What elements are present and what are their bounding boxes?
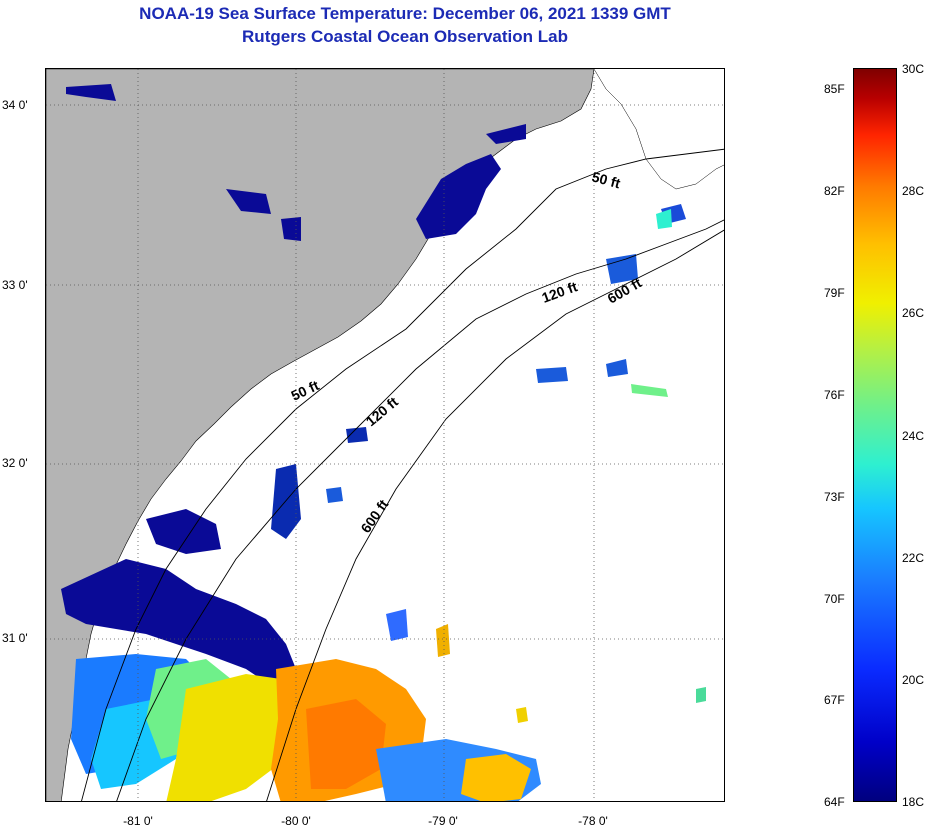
temperature-colorbar [853, 68, 897, 802]
lat-label-31: 31 0' [2, 631, 28, 645]
isobath-label-120ft-north: 120 ft [540, 278, 580, 306]
isobath-label-120ft-south: 120 ft [363, 393, 402, 429]
lon-label-80: -80 0' [281, 814, 311, 828]
map-title: NOAA-19 Sea Surface Temperature: Decembe… [139, 4, 671, 23]
land-mass [46, 69, 595, 801]
sst-map[interactable]: 50 ft 120 ft 600 ft 50 ft 120 ft 600 ft [45, 68, 725, 802]
isobath-50ft [81, 148, 724, 801]
map-subtitle: Rutgers Coastal Ocean Observation Lab [242, 27, 568, 46]
colorbar-c-26: 26C [902, 306, 925, 320]
colorbar-f-73: 73F [824, 490, 845, 504]
colorbar-c-30: 30C [902, 62, 925, 76]
lat-label-32: 32 0' [2, 456, 28, 470]
isobath-label-50ft-north: 50 ft [590, 168, 622, 191]
colorbar-c-24: 24C [902, 429, 925, 443]
lon-label-78: -78 0' [578, 814, 608, 828]
colorbar-f-67: 67F [824, 693, 845, 707]
colorbar-f-79: 79F [824, 286, 845, 300]
colorbar-c-22: 22C [902, 551, 925, 565]
sst-data [61, 84, 706, 801]
isobath-600ft [266, 229, 724, 801]
colorbar-f-64: 64F [824, 795, 845, 809]
isobath-label-600ft-south: 600 ft [357, 496, 391, 535]
lat-label-33: 33 0' [2, 278, 28, 292]
colorbar-c-18: 18C [902, 795, 925, 809]
lon-label-79: -79 0' [428, 814, 458, 828]
colorbar-f-76: 76F [824, 388, 845, 402]
colorbar-f-82: 82F [824, 184, 845, 198]
sst-map-canvas: 50 ft 120 ft 600 ft 50 ft 120 ft 600 ft [46, 69, 724, 801]
lon-label-81: -81 0' [123, 814, 153, 828]
isobath-120ft [116, 219, 724, 801]
inland-coast-detail [593, 69, 724, 190]
colorbar-c-20: 20C [902, 673, 925, 687]
colorbar-c-28: 28C [902, 184, 925, 198]
map-grid [46, 69, 724, 801]
colorbar-f-85: 85F [824, 82, 845, 96]
isobath-label-50ft-south: 50 ft [289, 377, 322, 404]
lat-label-34: 34 0' [2, 98, 28, 112]
colorbar-f-70: 70F [824, 592, 845, 606]
